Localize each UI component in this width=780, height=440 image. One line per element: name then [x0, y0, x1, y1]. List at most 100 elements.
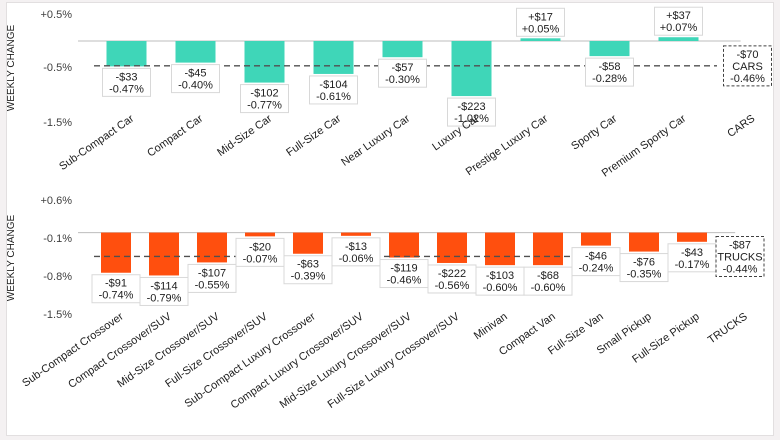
- car-data-label: +0.05%: [522, 23, 560, 35]
- car-data-label: -$58: [598, 61, 620, 73]
- car-data-label: -0.30%: [385, 74, 420, 86]
- car-data-label: -1.02%: [454, 113, 489, 125]
- truck-data-label-box: [331, 237, 381, 267]
- truck-data-label: -$13: [345, 241, 367, 253]
- truck-bar: [677, 232, 707, 242]
- truck-data-label-box: [283, 255, 333, 285]
- truck-bar: [629, 232, 659, 252]
- truck-bar: [197, 232, 227, 263]
- car-data-label: -$45: [184, 68, 206, 80]
- car-data-label: -$57: [391, 62, 413, 74]
- car-data-label-box: [447, 97, 496, 127]
- truck-data-label-box: [667, 243, 717, 273]
- car-data-label-box: [171, 64, 220, 94]
- truck-data-label: -0.60%: [483, 282, 518, 294]
- car-data-label: -0.47%: [109, 83, 144, 95]
- truck-average-label: -0.44%: [723, 263, 758, 275]
- car-category-label: Compact Car: [145, 112, 205, 159]
- car-category-label: CARS: [725, 113, 757, 140]
- car-data-label: -$223: [457, 101, 485, 113]
- truck-data-label-box: [187, 263, 237, 293]
- truck-ytick-label: +0.6%: [41, 195, 73, 207]
- truck-data-label: -0.06%: [339, 253, 374, 265]
- car-category-label: Near Luxury Car: [339, 112, 412, 168]
- truck-data-label: -$103: [486, 270, 514, 282]
- truck-data-label: -$20: [249, 241, 271, 253]
- car-chart: WEEKLY CHANGE +0.5% -0.5% -1.5% -$33-0.47% -$…: [6, 6, 772, 180]
- truck-category-label: Minivan: [472, 311, 510, 343]
- truck-ylabel: WEEKLY CHANGE: [6, 215, 17, 302]
- car-average-label: -$70: [736, 49, 758, 61]
- car-data-label-box: [102, 67, 151, 97]
- truck-bar: [533, 232, 563, 266]
- car-data-label-box: [654, 6, 703, 36]
- truck-bar: [245, 232, 275, 237]
- truck-data-label: -$43: [681, 247, 703, 259]
- truck-data-label: -0.79%: [147, 292, 182, 304]
- car-bar: [658, 37, 699, 41]
- car-bar: [313, 41, 354, 74]
- car-data-label-box: [240, 84, 289, 114]
- truck-data-label: -0.60%: [531, 282, 566, 294]
- car-data-label: -0.61%: [316, 91, 351, 103]
- truck-data-label: -$107: [198, 267, 226, 279]
- car-bar: [382, 41, 423, 58]
- truck-data-label: -$91: [105, 278, 127, 290]
- car-category-label: Sporty Car: [569, 112, 619, 152]
- truck-data-label: -0.35%: [627, 269, 662, 281]
- car-average-label: -0.46%: [730, 73, 765, 85]
- truck-bar: [389, 232, 419, 258]
- truck-chart: WEEKLY CHANGE+0.6%-0.1%-0.8%-1.5%-$91-0.…: [6, 195, 765, 412]
- car-data-label: -0.77%: [247, 100, 282, 112]
- truck-bar: [101, 232, 131, 273]
- truck-bar: [485, 232, 515, 266]
- car-bar: [175, 41, 216, 63]
- truck-data-label-box: [571, 247, 621, 277]
- car-data-label-box: [585, 57, 634, 87]
- car-bar: [244, 41, 285, 83]
- truck-category-label: TRUCKS: [706, 311, 750, 347]
- car-data-label: -0.28%: [592, 73, 627, 85]
- car-ytick-label: +0.5%: [41, 9, 73, 21]
- car-data-label: -0.40%: [178, 80, 213, 92]
- truck-data-label: -0.46%: [387, 275, 422, 287]
- truck-data-label: -0.24%: [579, 263, 614, 275]
- truck-data-label: -$222: [438, 268, 466, 280]
- car-data-label-box: [516, 7, 565, 37]
- car-data-label: -$33: [115, 71, 137, 83]
- car-data-label: -$104: [319, 79, 347, 91]
- truck-data-label: -0.17%: [675, 259, 710, 271]
- car-data-label-box: [378, 58, 427, 88]
- truck-data-label: -$68: [537, 270, 559, 282]
- truck-bar: [437, 232, 467, 263]
- car-bar: [589, 41, 630, 57]
- truck-data-label: -0.07%: [243, 253, 278, 265]
- truck-ytick-label: -1.5%: [43, 309, 72, 321]
- car-bar: [451, 41, 492, 97]
- car-average-label-box: [723, 45, 772, 87]
- truck-bar: [581, 232, 611, 246]
- truck-bar: [293, 232, 323, 254]
- truck-data-label-box: [523, 266, 573, 296]
- truck-average-label: TRUCKS: [717, 251, 762, 263]
- car-average-label: CARS: [732, 61, 763, 73]
- truck-data-label-box: [619, 253, 669, 283]
- truck-bar: [149, 232, 179, 276]
- car-data-label: -$102: [250, 88, 278, 100]
- car-category-label: Mid-Size Car: [215, 112, 274, 158]
- truck-data-label: -$119: [390, 263, 417, 275]
- car-category-label: Full-Size Car: [284, 112, 343, 158]
- truck-data-label: -$76: [633, 257, 655, 269]
- truck-data-label: -$46: [585, 251, 607, 263]
- car-data-label: +0.07%: [660, 22, 698, 34]
- truck-data-label: -$63: [297, 259, 319, 271]
- car-ytick-label: -1.5%: [43, 117, 72, 129]
- car-data-label: +$17: [528, 11, 553, 23]
- truck-data-label-box: [379, 259, 429, 289]
- car-data-label: +$37: [666, 10, 691, 22]
- truck-ytick-label: -0.1%: [43, 233, 72, 245]
- truck-average-label: -$87: [729, 239, 751, 251]
- car-bar: [106, 41, 147, 67]
- car-ytick-label: -0.5%: [43, 62, 72, 74]
